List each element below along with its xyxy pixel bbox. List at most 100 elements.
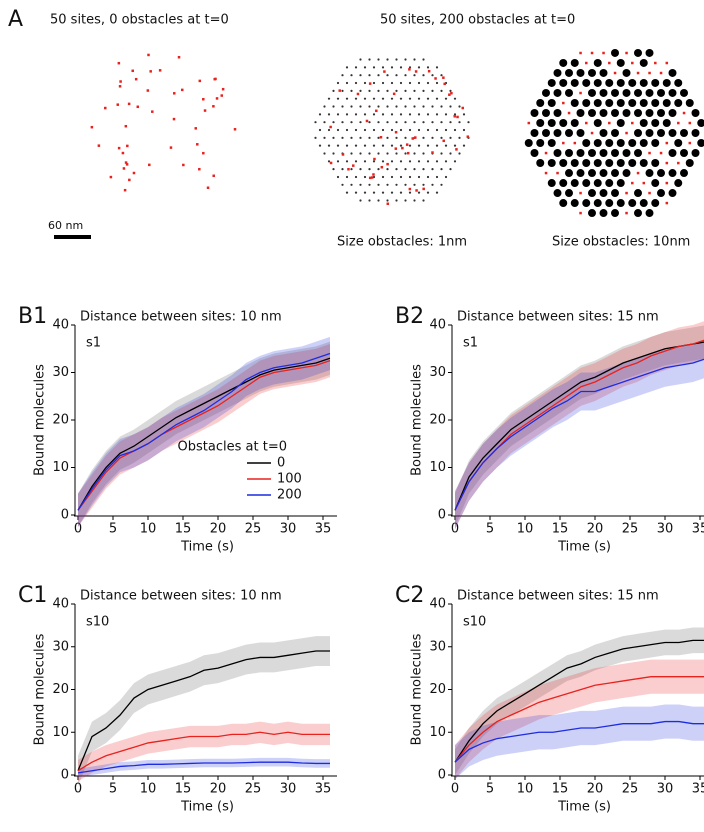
legend-title: Obstacles at t=0 bbox=[178, 440, 287, 455]
obstacle bbox=[404, 121, 407, 124]
obstacle bbox=[599, 88, 608, 97]
site bbox=[417, 81, 421, 85]
obstacle bbox=[363, 144, 367, 147]
obstacle bbox=[377, 199, 380, 202]
obstacle bbox=[399, 66, 403, 69]
obstacle bbox=[674, 139, 683, 148]
obstacle bbox=[440, 183, 443, 186]
obstacle bbox=[359, 89, 362, 92]
site bbox=[659, 71, 663, 75]
obstacle bbox=[565, 169, 573, 178]
site bbox=[379, 136, 383, 139]
obstacle bbox=[462, 144, 466, 147]
site bbox=[579, 91, 582, 95]
annotation: s10 bbox=[86, 615, 109, 630]
annotation: s10 bbox=[463, 615, 486, 630]
obstacle bbox=[381, 81, 385, 85]
x-tick-label: 5 bbox=[486, 782, 494, 797]
obstacle bbox=[547, 159, 556, 168]
obstacle bbox=[345, 160, 349, 163]
site bbox=[352, 164, 355, 167]
site bbox=[314, 136, 317, 139]
site bbox=[119, 80, 122, 83]
site bbox=[458, 152, 461, 155]
obstacle bbox=[372, 66, 376, 69]
obstacle bbox=[616, 139, 625, 148]
site bbox=[394, 130, 398, 134]
site bbox=[368, 74, 371, 77]
obstacle bbox=[622, 149, 631, 158]
obstacle bbox=[651, 139, 660, 148]
obstacle bbox=[611, 48, 619, 57]
site bbox=[444, 97, 448, 100]
obstacle bbox=[368, 168, 371, 171]
obstacle bbox=[408, 160, 412, 163]
obstacle bbox=[417, 128, 421, 132]
site bbox=[408, 68, 411, 71]
obstacle bbox=[386, 183, 389, 186]
y-tick-label: 0 bbox=[61, 768, 69, 783]
obstacle bbox=[363, 66, 367, 69]
site bbox=[431, 121, 434, 124]
obstacle bbox=[404, 105, 407, 108]
obstacle bbox=[611, 169, 619, 178]
obstacle bbox=[386, 105, 389, 108]
site bbox=[404, 136, 407, 139]
obstacle bbox=[628, 139, 637, 148]
obstacle bbox=[449, 152, 452, 155]
site bbox=[625, 51, 628, 55]
site bbox=[395, 58, 398, 61]
obstacle bbox=[449, 89, 452, 92]
x-tick-label: 0 bbox=[451, 782, 459, 797]
y-tick-label: 20 bbox=[52, 413, 69, 428]
x-tick-label: 30 bbox=[280, 782, 297, 797]
obstacle bbox=[395, 183, 398, 186]
site bbox=[386, 74, 389, 77]
obstacle bbox=[422, 89, 425, 92]
obstacle bbox=[426, 97, 430, 100]
obstacle bbox=[422, 74, 425, 77]
obstacle bbox=[582, 139, 591, 148]
obstacle bbox=[559, 118, 568, 127]
line bbox=[77, 357, 331, 511]
obstacle bbox=[435, 191, 439, 194]
error-band bbox=[455, 321, 704, 530]
site bbox=[132, 171, 136, 175]
site bbox=[413, 168, 416, 171]
site bbox=[631, 121, 634, 125]
chart-title: Distance between sites: 10 nm bbox=[80, 310, 282, 325]
obstacle bbox=[565, 149, 573, 158]
obstacle bbox=[323, 152, 326, 155]
site bbox=[408, 175, 412, 179]
site bbox=[194, 127, 198, 130]
site bbox=[688, 121, 692, 125]
site bbox=[372, 128, 376, 132]
obstacle bbox=[354, 144, 358, 147]
obstacle bbox=[408, 81, 412, 85]
obstacle bbox=[377, 168, 380, 171]
site bbox=[642, 181, 646, 185]
obstacle bbox=[593, 179, 602, 188]
obstacle bbox=[570, 179, 579, 188]
obstacle bbox=[668, 129, 677, 137]
obstacle bbox=[332, 152, 335, 155]
site bbox=[602, 51, 605, 55]
obstacle bbox=[449, 121, 452, 124]
obstacle bbox=[628, 98, 637, 107]
obstacle bbox=[593, 98, 602, 107]
obstacle bbox=[359, 168, 362, 171]
site bbox=[386, 168, 389, 171]
obstacle bbox=[668, 189, 677, 198]
site bbox=[443, 82, 446, 86]
site bbox=[368, 82, 372, 85]
y-tick-label: 20 bbox=[429, 682, 446, 697]
obstacle bbox=[444, 128, 448, 132]
site bbox=[386, 202, 390, 206]
site bbox=[359, 121, 362, 124]
obstacle bbox=[323, 121, 326, 124]
obstacle bbox=[588, 88, 596, 97]
site bbox=[233, 128, 237, 131]
site bbox=[124, 124, 128, 128]
obstacle bbox=[467, 121, 470, 124]
annotation: s1 bbox=[463, 336, 478, 351]
